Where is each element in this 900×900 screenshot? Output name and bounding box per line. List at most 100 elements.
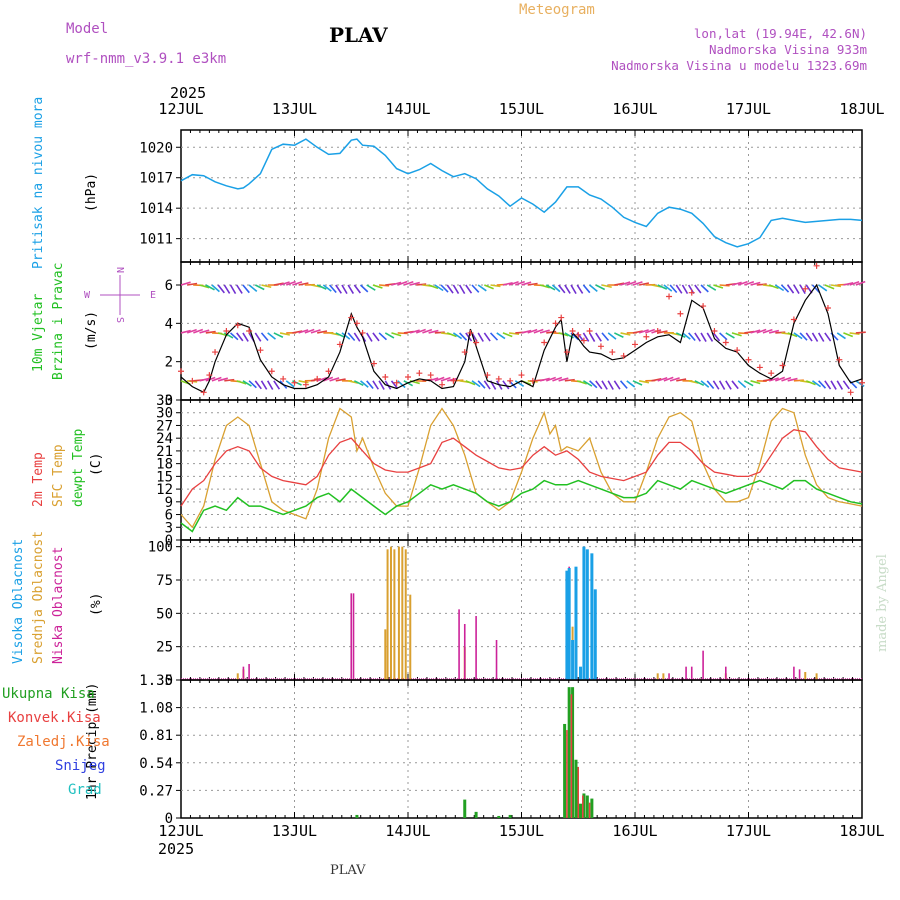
wind-arrow: [694, 284, 702, 294]
wind-arrow: [539, 329, 550, 334]
wind-arrow: [403, 280, 414, 286]
wind-arrow: [459, 332, 468, 341]
wind-arrow: [229, 284, 237, 295]
wind-gust-marker: [745, 356, 752, 363]
wind-arrow: [638, 282, 650, 286]
wind-gust-marker: [206, 372, 213, 379]
wind-arrow: [458, 284, 466, 295]
station-title: PLAV: [329, 23, 388, 47]
wind-arrow: [483, 380, 491, 390]
wind-arrow: [205, 284, 215, 291]
wind-arrow: [484, 284, 494, 290]
y-tick-label: 15: [156, 469, 173, 485]
compass-rose: W E N S: [84, 267, 156, 323]
wind-arrow: [514, 380, 525, 388]
wind-arrow: [409, 329, 420, 334]
wind-arrow: [477, 332, 484, 342]
wind-arrow: [632, 380, 643, 386]
wind-arrow: [817, 332, 825, 342]
wind-gust-marker: [507, 377, 514, 384]
cloud-low-bar: [242, 666, 245, 680]
precip-total-bar: [474, 811, 478, 818]
wind-arrow: [589, 284, 598, 292]
wind-arrow: [242, 380, 252, 387]
wind-arrow: [737, 280, 748, 286]
compass-east: E: [150, 290, 156, 301]
bottom-date-tick: 15JUL: [499, 822, 544, 840]
elevation-model-label: Nadmorska Visina u modelu 1323.69m: [611, 58, 867, 73]
wind-arrow: [675, 332, 686, 338]
wind-gust-marker: [756, 364, 763, 371]
wind-gust-marker: [597, 343, 604, 350]
y-tick-label: 1011: [139, 232, 173, 248]
wind-arrow: [645, 328, 655, 334]
wind-arrow: [818, 284, 828, 292]
y-tick-label: 0: [165, 533, 173, 549]
wind-gust-marker: [393, 379, 400, 386]
wind-arrow: [477, 284, 487, 292]
wind-arrow: [285, 280, 296, 286]
wind-arrow: [588, 332, 596, 342]
top-date-tick: 13JUL: [272, 100, 317, 118]
wind-arrow: [669, 377, 680, 382]
wind-arrow: [787, 332, 798, 338]
wind-arrow: [428, 329, 439, 334]
wind-arrow: [601, 284, 612, 289]
wind-arrow: [353, 380, 364, 387]
footer-station: PLAV: [330, 863, 366, 878]
wind-gust-marker: [847, 389, 854, 396]
wind-arrow: [780, 284, 790, 293]
wind-gust-marker: [484, 372, 491, 379]
panel-frame: [180, 539, 863, 681]
wind-gust-marker: [467, 329, 474, 336]
precip-total-bar: [579, 803, 583, 818]
wind-arrow: [546, 330, 557, 334]
wind-arrow: [372, 332, 380, 342]
wind-arrow: [775, 376, 786, 382]
wind-arrow: [266, 380, 274, 390]
y-tick-label: 100: [148, 540, 173, 556]
wind-gust-marker: [382, 374, 389, 380]
wind-gust-marker: [359, 329, 366, 336]
wind-arrow: [223, 284, 231, 294]
product-title: Meteogram: [519, 2, 595, 18]
cloud-mid-bar: [409, 594, 412, 680]
cloud-high-bar: [585, 549, 589, 680]
wind-arrow: [434, 376, 445, 382]
cloud-mid-bar: [815, 673, 818, 680]
wind-arrow: [490, 284, 501, 288]
wind-gust-marker: [212, 349, 219, 356]
y-tick-label: 6: [165, 278, 173, 294]
wind-arrow: [768, 329, 780, 334]
cloud-low-bar: [725, 666, 727, 680]
wind-arrow: [731, 380, 739, 390]
wind-arrow: [452, 332, 463, 340]
wind-panel: 0 2 4 6: [165, 261, 866, 409]
wind-gust-marker: [552, 320, 559, 327]
cloud-low-bar: [685, 666, 687, 680]
y-tick-label: 50: [156, 606, 173, 622]
wind-arrow: [576, 380, 587, 385]
wind-gust-marker: [541, 339, 548, 346]
precip-total-bar: [508, 814, 512, 818]
wind-arrow: [508, 281, 519, 286]
wind-arrow: [242, 284, 250, 294]
y-tick-label: 0: [165, 673, 173, 689]
wind-gust-marker: [580, 337, 587, 344]
wind-arrow: [390, 380, 399, 390]
wind-arrow: [619, 380, 628, 389]
wind-arrow: [632, 330, 643, 334]
wind-arrow: [223, 332, 234, 339]
precip-legend-item: Snijeg: [55, 758, 106, 774]
wind-arrow: [353, 284, 362, 294]
wind-arrow: [855, 380, 865, 388]
wind-arrow: [793, 379, 804, 382]
wind-arrow: [322, 284, 332, 292]
precip-conv-bar: [588, 802, 591, 818]
wind-arrow: [372, 380, 379, 390]
wind-arrow: [273, 282, 284, 286]
wind-arrow: [316, 284, 327, 290]
pressure-title: Pritisak na nivou mora: [31, 97, 46, 269]
wind-arrow: [316, 376, 327, 382]
bottom-date-tick: 14JUL: [385, 822, 430, 840]
